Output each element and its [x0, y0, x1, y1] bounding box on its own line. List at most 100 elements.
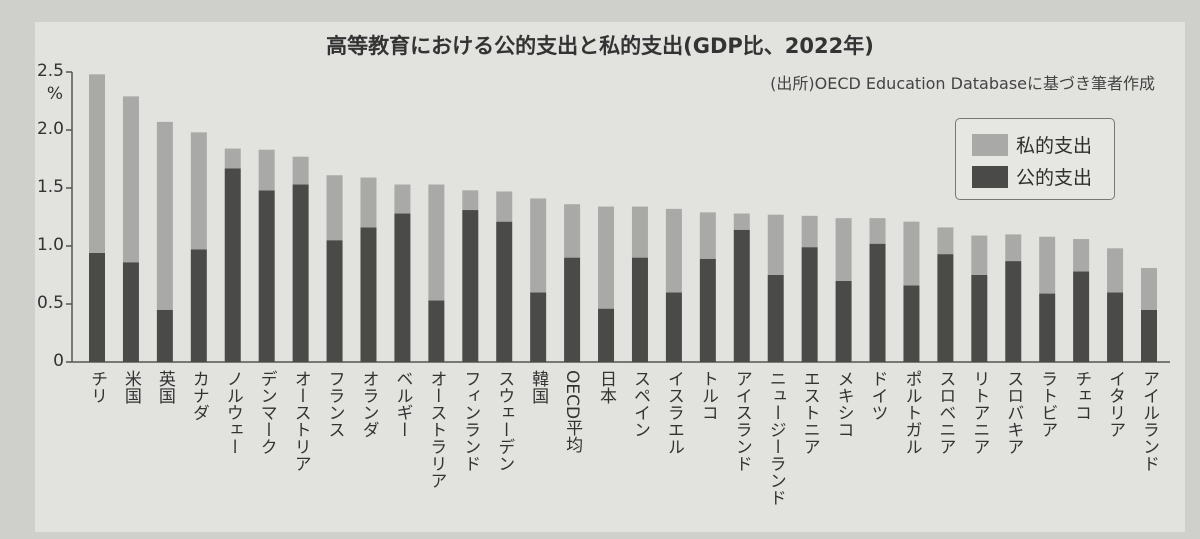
x-tick-label: チェコ: [1071, 370, 1092, 421]
bar-public-23: [869, 243, 886, 362]
x-tick-label: エストニア: [799, 370, 820, 455]
legend: 私的支出 公的支出: [955, 118, 1115, 200]
x-tick-label: オーストリア: [290, 370, 311, 472]
y-tick-label: 0: [53, 351, 64, 371]
y-axis-unit: %: [46, 84, 64, 104]
bar-private-5: [258, 149, 275, 191]
x-tick-label: ラトビア: [1037, 370, 1058, 438]
bar-private-20: [767, 214, 784, 275]
bar-private-17: [665, 208, 682, 293]
bar-public-11: [462, 210, 479, 362]
y-tick-label: 0.5: [36, 293, 64, 313]
x-tick-label: リトアニア: [969, 370, 990, 455]
bar-public-1: [122, 262, 139, 362]
bar-public-28: [1039, 293, 1056, 362]
bar-public-2: [156, 309, 173, 362]
bar-public-21: [801, 247, 818, 362]
x-tick-label: フランス: [324, 370, 345, 438]
x-tick-label: スウェーデン: [494, 370, 515, 472]
bar-private-3: [190, 132, 207, 250]
bar-private-24: [903, 221, 920, 286]
x-tick-label: カナダ: [188, 370, 209, 421]
bar-private-26: [971, 235, 988, 275]
bar-private-21: [801, 215, 818, 248]
bar-private-1: [122, 96, 139, 263]
bar-public-26: [971, 275, 988, 362]
bar-public-24: [903, 285, 920, 362]
bar-public-22: [835, 280, 852, 362]
legend-item-private: 私的支出: [972, 131, 1092, 158]
bar-private-27: [1005, 234, 1022, 262]
legend-label-public: 公的支出: [1016, 167, 1093, 189]
bar-private-30: [1107, 248, 1124, 293]
x-tick-label: アイスランド: [731, 370, 752, 472]
bar-private-12: [496, 191, 513, 222]
x-tick-label: ポルトガル: [901, 370, 922, 455]
x-tick-label: イタリア: [1105, 370, 1126, 438]
legend-swatch-private: [972, 133, 1008, 156]
bar-public-25: [937, 254, 954, 362]
x-tick-label: アイルランド: [1139, 370, 1159, 472]
bar-private-2: [156, 121, 173, 310]
x-tick-label: 日本: [596, 370, 617, 404]
x-tick-label: ドイツ: [867, 370, 888, 421]
bar-public-16: [631, 257, 648, 362]
bar-private-19: [733, 213, 750, 230]
legend-item-public: 公的支出: [972, 163, 1092, 190]
bar-private-15: [598, 206, 615, 309]
bar-public-13: [530, 292, 547, 362]
bar-public-18: [699, 258, 716, 362]
bar-public-3: [190, 249, 207, 362]
x-tick-label: OECD平均: [562, 370, 583, 454]
bar-public-20: [767, 275, 784, 362]
x-tick-label: オランダ: [358, 370, 379, 438]
bar-public-12: [496, 221, 513, 362]
bar-private-8: [360, 177, 377, 228]
bar-public-27: [1005, 261, 1022, 362]
bar-public-31: [1141, 309, 1157, 362]
bar-public-4: [224, 168, 241, 362]
bar-public-9: [394, 213, 411, 362]
bar-public-15: [598, 308, 615, 362]
bar-private-11: [462, 190, 479, 211]
bar-public-10: [428, 300, 445, 362]
chart-source: (出所)OECD Education Databaseに基づき筆者作成: [770, 74, 1155, 93]
x-tick-label: イスラエル: [663, 370, 684, 455]
x-tick-label: メキシコ: [833, 370, 854, 438]
y-tick-label: 2.0: [36, 119, 64, 139]
bar-private-10: [428, 184, 445, 301]
y-tick-label: 2.5: [36, 61, 64, 81]
bar-public-30: [1107, 292, 1124, 362]
bar-private-16: [631, 206, 648, 258]
bar-private-22: [835, 218, 852, 281]
bar-private-25: [937, 227, 954, 255]
bar-public-8: [360, 227, 377, 362]
bar-private-29: [1073, 239, 1090, 272]
bar-public-19: [733, 229, 750, 362]
bar-public-6: [292, 184, 309, 362]
bar-public-7: [326, 240, 343, 362]
chart-title: 高等教育における公的支出と私的支出(GDP比、2022年): [326, 34, 874, 58]
y-tick-label: 1.5: [36, 177, 64, 197]
bar-private-6: [292, 156, 309, 185]
bar-private-9: [394, 184, 411, 214]
x-tick-label: 英国: [154, 370, 175, 404]
bar-public-29: [1073, 271, 1090, 362]
x-tick-label: フィンランド: [460, 370, 481, 472]
x-tick-label: ニュージーランド: [765, 370, 786, 506]
bar-private-14: [564, 204, 581, 258]
y-tick-label: 1.0: [36, 235, 64, 255]
bar-private-23: [869, 218, 886, 244]
bar-private-18: [699, 212, 716, 259]
legend-label-private: 私的支出: [1016, 135, 1093, 157]
x-tick-label: オーストラリア: [426, 370, 447, 489]
bar-public-5: [258, 190, 275, 362]
bar-private-4: [224, 148, 241, 169]
bar-private-31: [1141, 268, 1157, 310]
bar-private-28: [1039, 236, 1056, 294]
x-tick-label: 韓国: [528, 370, 549, 404]
x-tick-label: ノルウェー: [222, 370, 243, 455]
bar-private-0: [89, 74, 105, 253]
bar-private-7: [326, 175, 343, 241]
